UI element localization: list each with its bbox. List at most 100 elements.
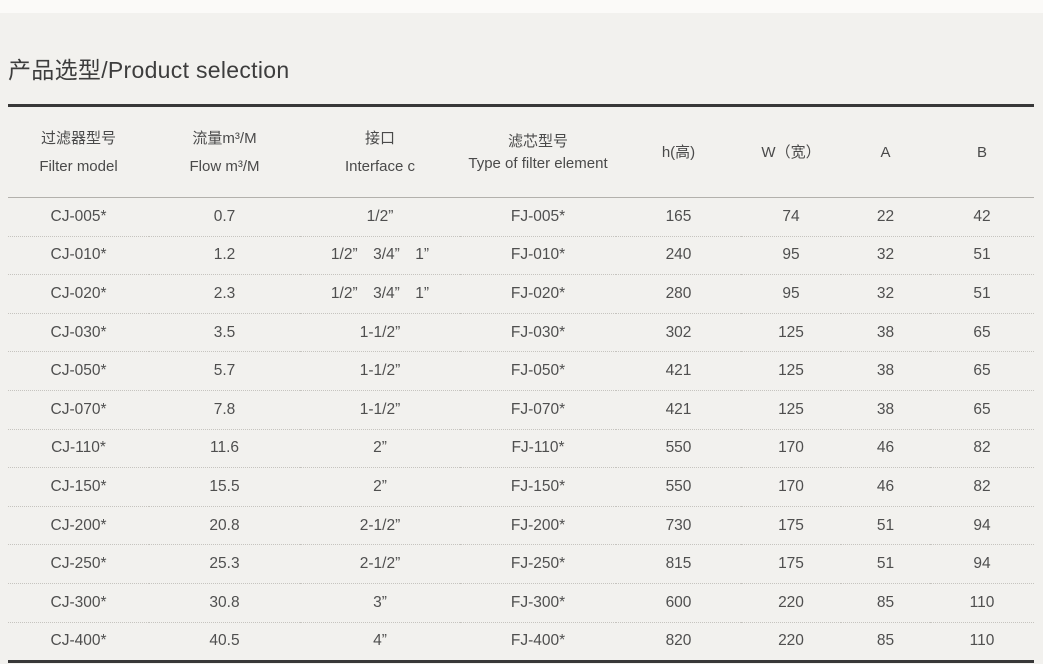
- table-cell: FJ-050*: [460, 351, 616, 391]
- table-cell: 65: [930, 312, 1034, 352]
- table-row: CJ-200* 20.8 2-1/2” FJ-200* 730 175 51 94: [8, 505, 1034, 545]
- column-header-a: A: [841, 105, 930, 198]
- table-cell: 1/2” 3/4” 1”: [300, 274, 460, 314]
- table-cell: 1/2” 3/4” 1”: [300, 235, 460, 275]
- table-cell: 95: [741, 235, 841, 275]
- table-row: CJ-005* 0.7 1/2” FJ-005* 165 74 22 42: [8, 198, 1034, 237]
- table-cell: 2.3: [149, 274, 300, 314]
- table-cell: FJ-200*: [460, 505, 616, 545]
- table-cell: 46: [841, 467, 930, 507]
- table-cell: 3.5: [149, 312, 300, 352]
- table-cell: FJ-020*: [460, 274, 616, 314]
- table-row: CJ-050* 5.7 1-1/2” FJ-050* 421 125 38 65: [8, 351, 1034, 391]
- table-cell: 2”: [300, 467, 460, 507]
- table-cell: 175: [741, 505, 841, 545]
- column-header-zh: h(高): [661, 143, 696, 161]
- column-header-en: Filter model: [39, 157, 118, 175]
- table-cell: 125: [741, 351, 841, 391]
- column-header-interface: 接口 Interface c: [300, 105, 460, 198]
- table-cell: 302: [616, 312, 741, 352]
- column-header-filter-element: 滤芯型号 Type of filter element: [460, 105, 616, 198]
- table-header-row: 过滤器型号 Filter model 流量m³/M Flow m³/M 接口 I…: [8, 105, 1034, 198]
- table-cell: 40.5: [149, 621, 300, 662]
- table-cell: 1/2”: [366, 207, 394, 225]
- table-cell: 51: [841, 505, 930, 545]
- column-header-en: Interface c: [344, 157, 416, 175]
- top-strip: [0, 0, 1043, 13]
- column-header-w: W（宽）: [741, 105, 841, 198]
- table-cell: CJ-110*: [8, 428, 149, 468]
- table-cell: FJ-030*: [460, 312, 616, 352]
- table-cell: FJ-110*: [460, 428, 616, 468]
- table-cell: CJ-250*: [8, 544, 149, 584]
- table-cell: 65: [930, 351, 1034, 391]
- table-cell: 2-1/2”: [300, 544, 460, 584]
- table-cell: 51: [930, 235, 1034, 275]
- table-cell: 51: [841, 544, 930, 584]
- table-cell: CJ-020*: [8, 274, 149, 314]
- column-header-zh: A: [880, 143, 891, 161]
- table-cell: 240: [616, 235, 741, 275]
- table-row: CJ-300* 30.8 3” FJ-300* 600 220 85 110: [8, 582, 1034, 623]
- table-cell: 1.2: [149, 235, 300, 275]
- table-cell: 11.6: [149, 428, 300, 468]
- table-cell: 94: [930, 544, 1034, 584]
- table-cell: 220: [741, 621, 841, 662]
- table-cell: 95: [741, 274, 841, 314]
- table-cell: 125: [741, 389, 841, 430]
- page-title: 产品选型/Product selection: [8, 57, 290, 83]
- table-cell: 94: [930, 505, 1034, 545]
- table-body: CJ-005* 0.7 1/2” FJ-005* 165 74 22 42 CJ-010* 1.2…: [8, 198, 1034, 662]
- table-cell: 5.7: [149, 351, 300, 391]
- table-cell: 82: [930, 467, 1034, 507]
- table-cell: 170: [741, 428, 841, 468]
- column-header-zh: W（宽）: [761, 143, 821, 161]
- table-cell: 38: [841, 389, 930, 430]
- table-cell: 22: [876, 207, 895, 225]
- table-row: CJ-030* 3.5 1-1/2” FJ-030* 302 125 38 65: [8, 312, 1034, 352]
- table-cell: 550: [616, 428, 741, 468]
- table-row: CJ-400* 40.5 4” FJ-400* 820 220 85 110: [8, 621, 1034, 662]
- column-header-zh: 滤芯型号: [507, 132, 568, 150]
- table-cell: 600: [616, 582, 741, 623]
- table-cell: CJ-070*: [8, 389, 149, 430]
- table-cell: 30.8: [149, 582, 300, 623]
- table-cell: CJ-400*: [8, 621, 149, 662]
- table-cell: CJ-050*: [8, 351, 149, 391]
- table-cell: 820: [616, 621, 741, 662]
- column-header-zh: 过滤器型号: [40, 129, 116, 147]
- column-header-en: Type of filter element: [468, 154, 608, 172]
- table-cell: 0.7: [213, 207, 236, 225]
- table-cell: CJ-005*: [50, 207, 107, 225]
- table-cell: CJ-030*: [8, 312, 149, 352]
- table-cell: CJ-200*: [8, 505, 149, 545]
- table-cell: 42: [973, 207, 991, 225]
- table-cell: 730: [616, 505, 741, 545]
- table-cell: 165: [665, 207, 692, 225]
- table-cell: 2”: [300, 428, 460, 468]
- table-cell: 32: [841, 274, 930, 314]
- table-cell: FJ-400*: [460, 621, 616, 662]
- table-cell: 421: [616, 351, 741, 391]
- table-cell: 74: [782, 207, 800, 225]
- table-cell: 46: [841, 428, 930, 468]
- table-cell: 421: [616, 389, 741, 430]
- table-cell: 110: [930, 582, 1034, 623]
- column-header-h: h(高): [616, 105, 741, 198]
- table-row: CJ-010* 1.2 1/2” 3/4” 1” FJ-010* 240 95 32 51: [8, 235, 1034, 275]
- column-header-zh: 流量m³/M: [192, 129, 257, 147]
- table-cell: 110: [930, 621, 1034, 662]
- table-cell: 815: [616, 544, 741, 584]
- column-header-zh: B: [976, 143, 987, 161]
- table-cell: 1-1/2”: [300, 312, 460, 352]
- table-cell: CJ-150*: [8, 467, 149, 507]
- column-header-zh: 接口: [364, 129, 395, 147]
- table-cell: 1-1/2”: [300, 351, 460, 391]
- table-cell: CJ-010*: [8, 235, 149, 275]
- table-cell: FJ-070*: [460, 389, 616, 430]
- table-cell: 51: [930, 274, 1034, 314]
- table-cell: 1-1/2”: [300, 389, 460, 430]
- table-cell: CJ-300*: [8, 582, 149, 623]
- table-cell: FJ-150*: [460, 467, 616, 507]
